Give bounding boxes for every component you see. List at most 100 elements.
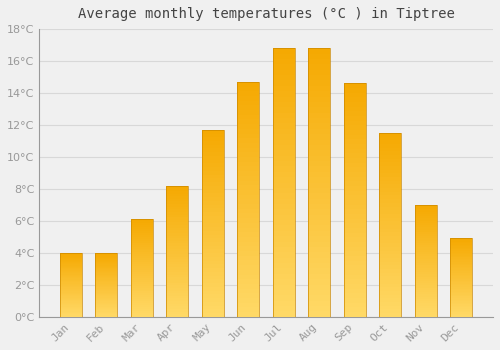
Bar	[131, 264, 153, 266]
Bar	[344, 284, 366, 289]
Bar	[273, 129, 295, 134]
Bar	[166, 259, 188, 262]
Bar	[202, 313, 224, 317]
Bar	[450, 268, 472, 270]
Bar	[60, 259, 82, 260]
Bar	[415, 274, 437, 277]
Bar	[450, 259, 472, 260]
Bar	[380, 229, 402, 232]
Bar	[308, 312, 330, 317]
Bar	[202, 163, 224, 167]
Bar	[96, 271, 118, 272]
Bar	[131, 307, 153, 309]
Bar	[60, 314, 82, 316]
Bar	[344, 125, 366, 130]
Bar	[308, 279, 330, 285]
Bar	[308, 258, 330, 263]
Bar	[273, 166, 295, 172]
Bar	[450, 246, 472, 248]
Bar	[380, 140, 402, 144]
Bar	[344, 228, 366, 233]
Bar	[131, 258, 153, 260]
Bar	[344, 200, 366, 205]
Bar	[308, 129, 330, 134]
Bar	[60, 287, 82, 289]
Bar	[450, 273, 472, 274]
Bar	[131, 251, 153, 252]
Bar	[202, 234, 224, 238]
Bar	[308, 268, 330, 274]
Bar	[131, 248, 153, 251]
Bar	[273, 182, 295, 188]
Bar	[273, 70, 295, 75]
Bar	[131, 295, 153, 297]
Bar	[238, 274, 260, 279]
Bar	[380, 299, 402, 302]
Bar	[131, 229, 153, 231]
Bar	[166, 267, 188, 270]
Bar	[273, 188, 295, 193]
Bar	[166, 285, 188, 288]
Bar	[308, 124, 330, 129]
Bar	[273, 80, 295, 86]
Bar	[273, 312, 295, 317]
Bar	[415, 232, 437, 234]
Bar	[273, 48, 295, 54]
Bar	[380, 214, 402, 218]
Bar	[202, 178, 224, 182]
Bar	[415, 245, 437, 247]
Bar	[415, 279, 437, 281]
Bar	[273, 252, 295, 258]
Bar	[308, 209, 330, 215]
Bar	[131, 221, 153, 223]
Bar	[308, 145, 330, 150]
Bar	[344, 247, 366, 251]
Bar	[96, 267, 118, 268]
Bar	[166, 233, 188, 236]
Bar	[308, 59, 330, 64]
Bar	[166, 278, 188, 280]
Bar	[380, 203, 402, 206]
Bar	[344, 270, 366, 275]
Bar	[238, 293, 260, 298]
Bar	[166, 299, 188, 301]
Bar	[202, 186, 224, 190]
Bar	[96, 316, 118, 317]
Bar	[131, 268, 153, 270]
Bar	[96, 301, 118, 303]
Bar	[344, 121, 366, 125]
Bar	[344, 83, 366, 317]
Bar	[344, 88, 366, 93]
Bar	[202, 130, 224, 317]
Bar	[166, 248, 188, 251]
Bar	[380, 309, 402, 313]
Bar	[131, 280, 153, 282]
Bar	[415, 297, 437, 299]
Bar	[380, 306, 402, 309]
Bar	[273, 274, 295, 279]
Bar	[60, 271, 82, 272]
Bar	[238, 110, 260, 115]
Bar	[60, 262, 82, 263]
Bar	[450, 253, 472, 254]
Bar	[131, 293, 153, 295]
Bar	[131, 315, 153, 317]
Bar	[60, 266, 82, 267]
Bar	[344, 265, 366, 270]
Bar	[238, 82, 260, 86]
Bar	[308, 182, 330, 188]
Bar	[96, 286, 118, 287]
Bar	[273, 124, 295, 129]
Bar	[344, 144, 366, 149]
Bar	[131, 309, 153, 311]
Bar	[308, 48, 330, 317]
Bar	[344, 237, 366, 242]
Bar	[202, 219, 224, 223]
Bar	[273, 145, 295, 150]
Bar	[308, 118, 330, 124]
Bar	[415, 205, 437, 317]
Bar	[450, 303, 472, 304]
Bar	[344, 191, 366, 195]
Title: Average monthly temperatures (°C ) in Tiptree: Average monthly temperatures (°C ) in Ti…	[78, 7, 454, 21]
Bar	[202, 272, 224, 276]
